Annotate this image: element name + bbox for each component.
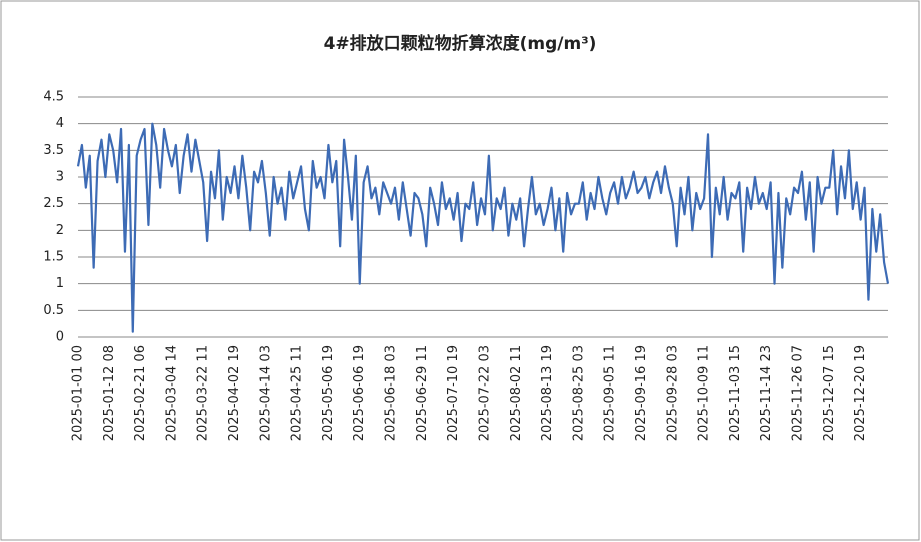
- x-tick-label: 2025-06-06 19: [352, 345, 367, 441]
- x-tick-label: 2025-09-16 19: [634, 345, 649, 441]
- y-tick-label: 4.5: [43, 90, 64, 105]
- x-tick-label: 2025-11-26 07: [791, 345, 806, 441]
- x-tick-label: 2025-04-02 19: [227, 345, 242, 441]
- x-tick-label: 2025-08-25 03: [571, 345, 586, 441]
- y-tick-label: 2: [56, 223, 64, 238]
- x-tick-label: 2025-11-03 15: [728, 345, 743, 441]
- x-tick-label: 2025-05-06 19: [321, 345, 336, 441]
- x-tick-label: 2025-07-10 19: [446, 345, 461, 441]
- x-tick-label: 2025-11-14 23: [759, 345, 774, 441]
- x-tick-label: 2025-02-21 06: [133, 345, 148, 441]
- chart-title: 4#排放口颗粒物折算浓度(mg/m³): [324, 33, 597, 54]
- x-tick-label: 2025-08-02 11: [509, 345, 524, 441]
- y-tick-label: 4: [56, 116, 64, 131]
- y-tick-label: 3: [56, 170, 64, 185]
- x-tick-label: 2025-04-25 11: [290, 345, 305, 441]
- y-tick-label: 3.5: [43, 143, 64, 158]
- x-tick-label: 2025-08-13 19: [540, 345, 555, 441]
- y-tick-label: 2.5: [43, 196, 64, 211]
- x-tick-label: 2025-01-01 00: [71, 345, 86, 441]
- y-tick-label: 1: [56, 276, 64, 291]
- y-tick-label: 1.5: [43, 250, 64, 265]
- x-tick-label: 2025-09-05 11: [603, 345, 618, 441]
- x-tick-label: 2025-03-04 14: [164, 345, 179, 441]
- y-tick-label: 0.5: [43, 303, 64, 318]
- x-tick-label: 2025-03-22 11: [196, 345, 211, 441]
- x-tick-label: 2025-04-14 03: [258, 345, 273, 441]
- data-line: [76, 122, 890, 333]
- x-tick-label: 2025-06-18 03: [384, 345, 399, 441]
- x-tick-label: 2025-07-22 03: [477, 345, 492, 441]
- x-tick-label: 2025-09-28 03: [665, 345, 680, 441]
- x-tick-label: 2025-12-20 19: [853, 345, 868, 441]
- x-tick-label: 2025-12-07 15: [822, 345, 837, 441]
- x-tick-label: 2025-01-12 08: [102, 345, 117, 441]
- x-tick-label: 2025-06-29 11: [415, 345, 430, 441]
- x-tick-label: 2025-10-09 11: [697, 345, 712, 441]
- y-tick-label: 0: [56, 330, 64, 345]
